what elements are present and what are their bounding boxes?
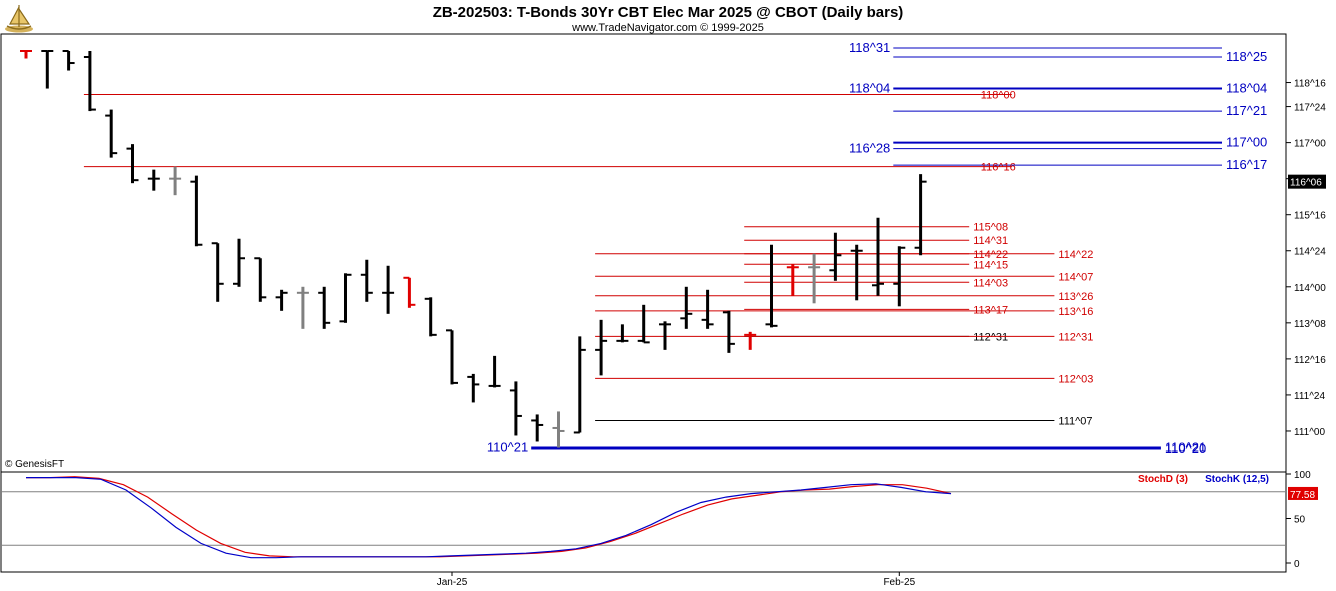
price-tick-label: 111^24	[1294, 391, 1325, 402]
level-label-right: 118^04	[1226, 81, 1267, 96]
sailboat-logo-icon	[5, 5, 33, 33]
level-label-mid: 116^16	[981, 162, 1016, 174]
level-label-right: 110^21	[1165, 439, 1206, 454]
last-price-label: 116^06	[1290, 178, 1322, 189]
level-label-right: 111^07	[1058, 415, 1092, 427]
stoch-last-label: 77.58	[1290, 490, 1315, 501]
chart-subtitle: www.TradeNavigator.com © 1999-2025	[571, 22, 764, 34]
level-label-right: 116^17	[1226, 157, 1267, 172]
stoch-last-badge	[1288, 486, 1318, 500]
level-label-right: 113^26	[1058, 291, 1093, 303]
level-label-right: 114^07	[1058, 271, 1093, 283]
level-label-right: 114^22	[973, 249, 1008, 261]
time-tick-label: Feb-25	[883, 577, 915, 588]
price-tick-label: 114^00	[1294, 283, 1326, 294]
level-label-right: 113^16	[1058, 306, 1093, 318]
time-tick-label: Jan-25	[437, 577, 468, 588]
stoch-legend-d: StochD (3)	[1138, 474, 1188, 485]
level-label-left: 116^28	[849, 141, 890, 156]
plot-frame	[0, 33, 1287, 573]
stoch-tick-label: 50	[1294, 515, 1306, 526]
price-tick-label: 117^24	[1294, 103, 1326, 114]
stoch-series-line	[26, 477, 952, 559]
level-label-left: 118^04	[849, 81, 890, 96]
price-tick-label: 112^16	[1294, 355, 1326, 366]
level-label-right: 110^20	[1165, 441, 1206, 456]
watermark: © GenesisFT	[5, 459, 64, 470]
level-label-mid: 118^00	[981, 90, 1016, 102]
price-tick-label: 118^16	[1294, 79, 1326, 90]
level-label-left: 110^21	[487, 439, 528, 454]
stoch-tick-label: 0	[1294, 559, 1300, 570]
level-label-right: 114^31	[973, 235, 1008, 247]
price-tick-label: 115^16	[1294, 211, 1326, 222]
level-label-right: 112^31	[1058, 331, 1093, 343]
level-label-right: 117^00	[1226, 135, 1267, 150]
price-tick-label: 113^08	[1294, 319, 1326, 330]
level-label-right: 114^15	[973, 259, 1008, 271]
price-tick-label: 117^00	[1294, 139, 1326, 150]
stoch-legend-k: StochK (12,5)	[1205, 474, 1269, 485]
last-price-badge	[1288, 174, 1326, 189]
level-label-right: 112^03	[1058, 373, 1093, 385]
price-tick-label: 111^00	[1294, 427, 1325, 438]
level-label-right: 112^31	[973, 331, 1008, 343]
level-label-left: 118^31	[849, 40, 890, 55]
level-label-right: 114^03	[973, 277, 1008, 289]
stoch-tick-label: 100	[1294, 470, 1311, 481]
level-label-right: 114^22	[1058, 249, 1093, 261]
level-label-right: 115^08	[973, 222, 1008, 234]
level-label-right: 118^25	[1226, 49, 1267, 64]
level-label-right: 117^21	[1226, 103, 1267, 118]
chart-title: ZB-202503: T-Bonds 30Yr CBT Elec Mar 202…	[433, 4, 904, 21]
price-tick-label: 114^24	[1294, 247, 1326, 258]
level-label-right: 113^17	[973, 304, 1008, 316]
